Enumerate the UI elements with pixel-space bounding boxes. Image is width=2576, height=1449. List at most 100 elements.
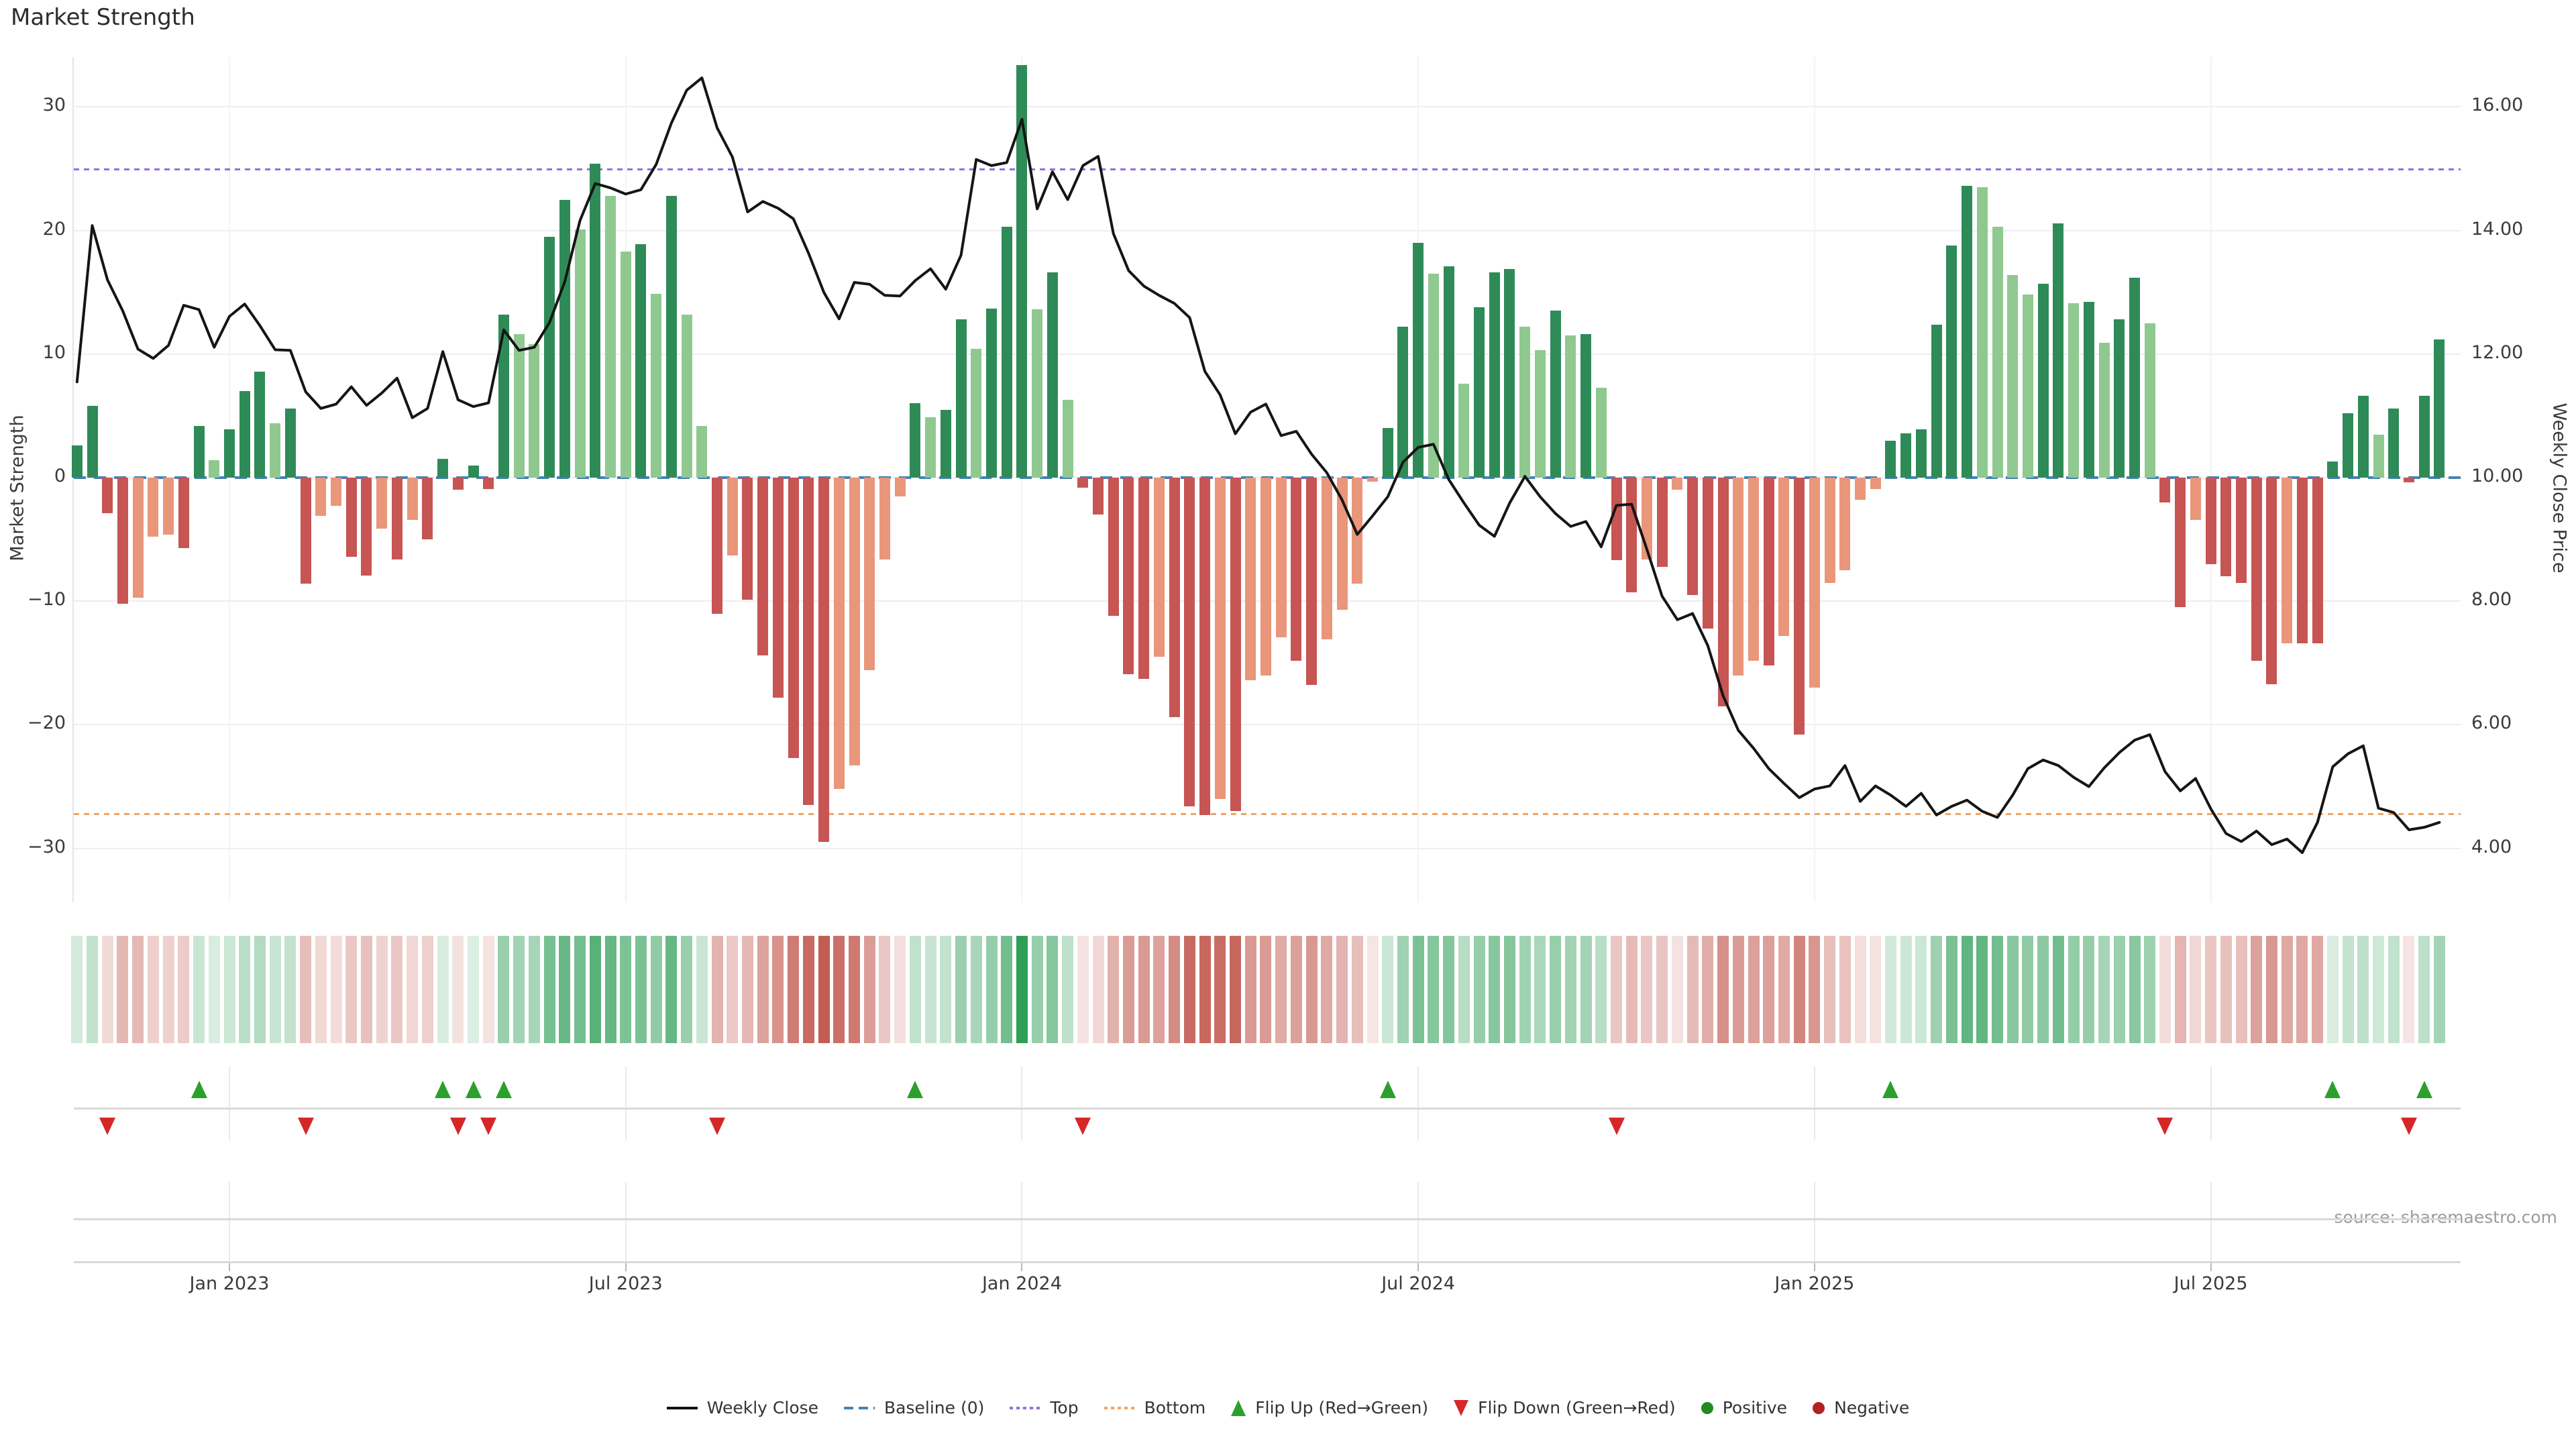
strength-bar-negative (1367, 478, 1378, 482)
heatmap-cell (1351, 936, 1363, 1043)
heatmap-cell (1260, 936, 1272, 1043)
strength-bar-negative (1611, 478, 1622, 561)
heatmap-cell (1625, 936, 1638, 1043)
heatmap-cell (635, 936, 647, 1043)
strength-bar-positive (2098, 343, 2110, 478)
strength-bar-positive (635, 244, 647, 478)
strength-bar-negative (361, 478, 372, 576)
strength-bar-positive (665, 196, 677, 478)
strength-bar-positive (986, 308, 997, 478)
strength-bar-negative (818, 478, 830, 843)
strength-bar-positive (1595, 387, 1607, 478)
flip-up-marker (191, 1081, 207, 1098)
strength-bar-negative (178, 478, 189, 548)
heatmap-cell (1382, 936, 1394, 1043)
heatmap-cell (940, 936, 952, 1043)
strength-bar-positive (529, 344, 540, 478)
bottom-panel-gridline (1813, 1182, 1815, 1261)
strength-bar-negative (742, 478, 753, 600)
heatmap-cell (2098, 936, 2110, 1043)
heatmap-cell (2326, 936, 2339, 1043)
flip-up-triangle-icon (1231, 1399, 1246, 1416)
heatmap-cell (1108, 936, 1120, 1043)
strength-bar-positive (1580, 334, 1592, 478)
heatmap-cell (802, 936, 814, 1043)
flip-up-marker (2324, 1081, 2341, 1098)
strength-bar-positive (2327, 462, 2339, 478)
strength-bar-negative (712, 478, 723, 614)
flip-down-marker (2400, 1118, 2417, 1135)
heatmap-cell (924, 936, 936, 1043)
strength-bar-negative (2175, 478, 2186, 608)
flip-down-marker (709, 1118, 726, 1135)
heatmap-cell (849, 936, 861, 1043)
x-tick-mark (2210, 1263, 2212, 1271)
strength-bar-positive (1565, 335, 1576, 478)
strength-bar-positive (1458, 384, 1470, 478)
strength-bar-negative (407, 478, 418, 520)
heatmap-cell (269, 936, 281, 1043)
heatmap-cell (665, 936, 678, 1043)
strength-bar-positive (925, 417, 936, 478)
heatmap-cell (1915, 936, 1927, 1043)
strength-bar-negative (2266, 478, 2277, 684)
heatmap-cell (1077, 936, 1089, 1043)
bottom-panel-gridline (625, 1182, 627, 1261)
strength-bar-positive (1382, 428, 1393, 478)
flip-down-marker (449, 1118, 466, 1135)
heatmap-cell (2159, 936, 2171, 1043)
flip-down-marker (2157, 1118, 2174, 1135)
x-date-label: Jan 2024 (981, 1273, 1062, 1294)
flip-panel-gridline (1021, 1067, 1023, 1140)
strength-bar-negative (300, 478, 311, 584)
heatmap-cell (162, 936, 174, 1043)
strength-bar-negative (452, 478, 464, 490)
heatmap-cell (2357, 936, 2369, 1043)
strength-bar-negative (422, 478, 433, 540)
flip-panel-gridline (2210, 1067, 2212, 1140)
strength-bar-negative (1199, 478, 1211, 815)
flip-up-marker (435, 1081, 451, 1098)
strength-bar-negative (163, 478, 174, 535)
strength-bar-negative (1839, 478, 1851, 571)
heatmap-cell (1656, 936, 1668, 1043)
strength-bar-negative (148, 478, 159, 537)
strength-bar-positive (1519, 327, 1531, 478)
strength-bar-negative (2282, 478, 2293, 643)
flip-up-marker (1379, 1081, 1396, 1098)
strength-bar-positive (2434, 339, 2445, 478)
heatmap-cell (2251, 936, 2263, 1043)
heatmap-cell (1763, 936, 1775, 1043)
heatmap-cell (1961, 936, 1973, 1043)
gridline-y (74, 724, 2461, 726)
strength-bar-positive (1474, 307, 1485, 478)
heatmap-cell (574, 936, 586, 1043)
strength-bar-positive (590, 164, 601, 478)
strength-bar-negative (1138, 478, 1150, 680)
heatmap-cell (2403, 936, 2415, 1043)
legend-label: Negative (1834, 1398, 1910, 1417)
heatmap-cell (1884, 936, 1896, 1043)
heatmap-cell (1809, 936, 1821, 1043)
strength-bar-positive (1443, 266, 1454, 478)
heatmap-cell (208, 936, 220, 1043)
strength-bar-positive (1001, 227, 1012, 478)
heatmap-cell (1550, 936, 1562, 1043)
strength-bar-positive (696, 425, 708, 478)
strength-bar-negative (1733, 478, 1744, 676)
weekly-close-line-icon (666, 1406, 698, 1409)
bottom-panel-gridline (1021, 1182, 1023, 1261)
heatmap-cell (2144, 936, 2156, 1043)
heatmap-cell (1244, 936, 1256, 1043)
strength-bar-negative (1077, 478, 1089, 488)
strength-bar-positive (284, 408, 296, 478)
heatmap-cell (1428, 936, 1440, 1043)
heatmap-cell (2342, 936, 2354, 1043)
strength-bar-negative (727, 478, 738, 556)
heatmap-cell (239, 936, 251, 1043)
strength-bar-positive (1413, 243, 1424, 478)
heatmap-cell (711, 936, 723, 1043)
strength-bar-positive (955, 319, 967, 478)
gridline-y (74, 229, 2461, 231)
heatmap-cell (1397, 936, 1409, 1043)
